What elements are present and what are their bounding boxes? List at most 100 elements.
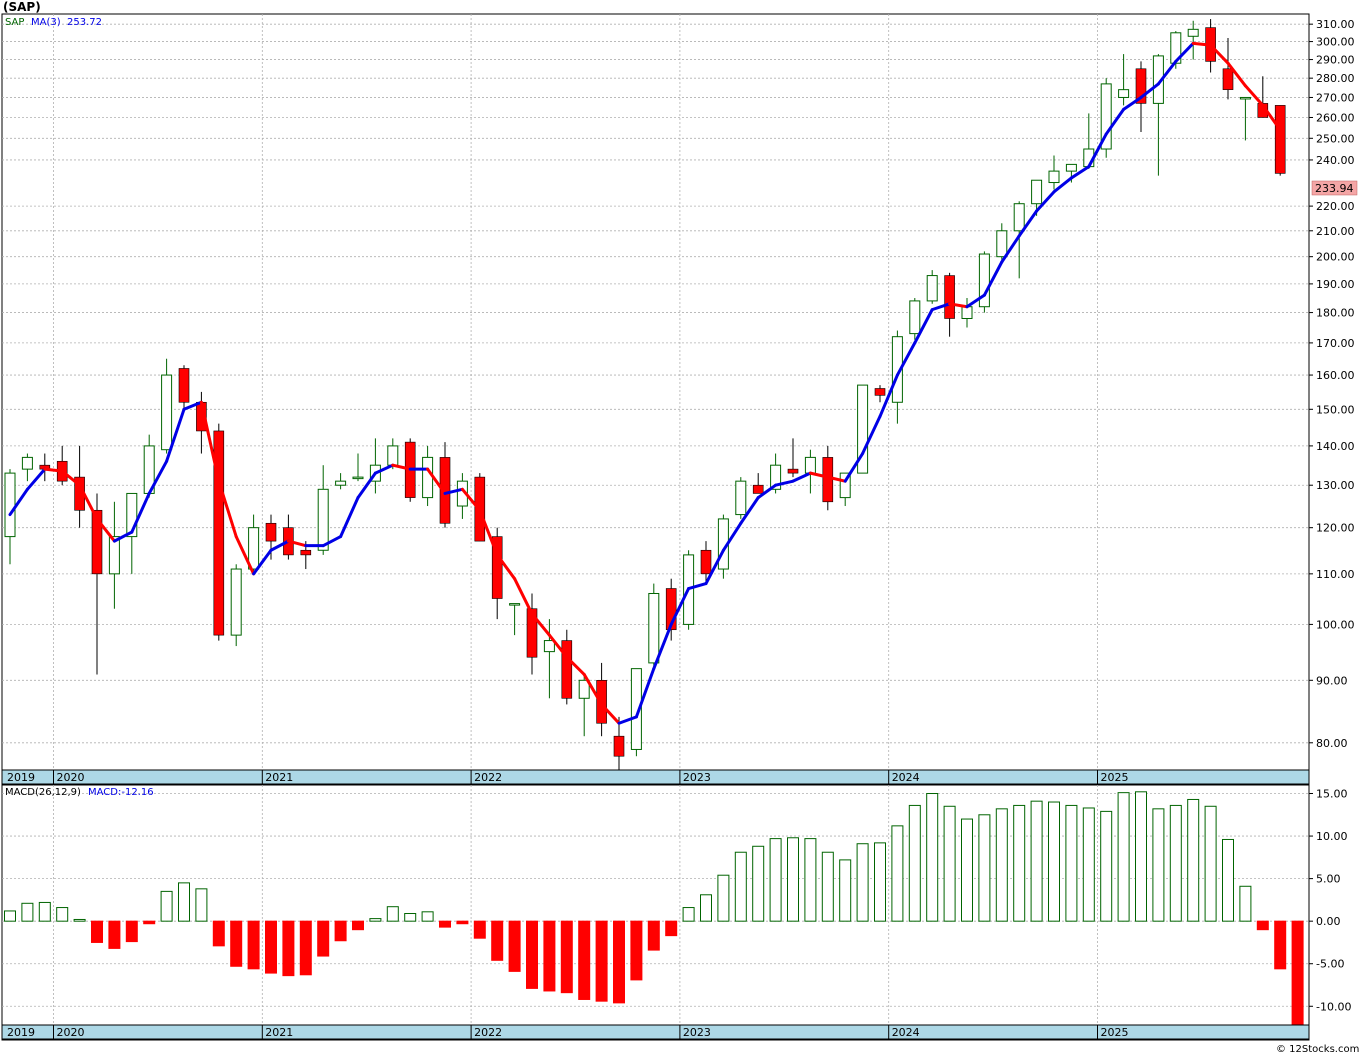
- candle: [926, 270, 938, 304]
- ma-segment: [25, 467, 47, 491]
- price-tick-label: 170.00: [1316, 337, 1355, 350]
- macd-bar: [1100, 810, 1113, 922]
- candle-body: [961, 306, 973, 319]
- candle: [1118, 54, 1130, 106]
- candle-body: [108, 536, 120, 575]
- candle: [526, 593, 538, 675]
- ma-segment: [861, 414, 882, 456]
- ma-segment: [634, 667, 656, 719]
- ma-segment: [217, 479, 238, 539]
- macd-bar: [473, 920, 486, 939]
- ma-segment: [1052, 176, 1073, 194]
- ma-segment: [391, 463, 412, 471]
- price-tick-label: 180.00: [1316, 307, 1355, 320]
- macd-bar: [91, 920, 103, 943]
- last-price-marker: 233.94: [1311, 180, 1358, 196]
- ma-segment: [565, 655, 586, 676]
- macd-year-labels: 2019 2020 2021 2022 2023 2024 2025: [7, 1025, 1129, 1039]
- macd-bar: [352, 920, 364, 931]
- macd-bar: [682, 907, 695, 922]
- macd-bar: [1135, 791, 1147, 922]
- macd-bar: [421, 911, 434, 922]
- candle: [335, 473, 347, 490]
- year-label: 2021: [265, 1026, 293, 1039]
- macd-bar: [1222, 838, 1234, 922]
- ma-segment: [808, 471, 830, 479]
- price-tick-label: 250.00: [1316, 132, 1355, 145]
- ma-segment: [617, 715, 638, 725]
- ma-segment: [495, 553, 517, 581]
- macd-bar: [56, 907, 69, 922]
- ma-segment: [582, 672, 604, 706]
- candle-body: [352, 476, 364, 480]
- macd-legend-label: MACD(26,12,9): [5, 787, 81, 798]
- candle-body: [787, 468, 799, 474]
- macd-legend-value: MACD:-12.16: [88, 787, 154, 798]
- ma-segment: [165, 407, 186, 463]
- year-label: 2022: [474, 1026, 502, 1039]
- candle: [787, 438, 799, 478]
- ma-segment: [356, 471, 377, 500]
- macd-bar: [700, 894, 712, 922]
- macd-bar: [1152, 808, 1165, 922]
- price-y-axis: 80.00 90.00 100.00 110.00 120.00 130.00 140.00…: [1309, 18, 1355, 750]
- ma-segment: [182, 400, 203, 411]
- candle-body: [613, 735, 625, 757]
- candle-body: [1031, 179, 1043, 205]
- macd-bar: [125, 920, 138, 943]
- ma-segment: [130, 491, 151, 534]
- ma-segment: [1104, 107, 1126, 136]
- candle: [735, 477, 747, 519]
- year-label: 2024: [892, 1026, 920, 1039]
- ma-segment: [1017, 209, 1039, 238]
- macd-bar: [1048, 801, 1060, 922]
- macd-tick-label: 0.00: [1316, 915, 1341, 928]
- price-tick-label: 80.00: [1316, 737, 1348, 750]
- candle-body: [578, 679, 590, 699]
- price-tick-label: 270.00: [1316, 91, 1355, 104]
- price-tick-label: 210.00: [1316, 225, 1355, 238]
- macd-bar: [961, 818, 973, 922]
- macd-bar: [404, 913, 417, 922]
- candle-body: [874, 388, 886, 396]
- ma-segment: [252, 548, 273, 576]
- ma-segment: [112, 530, 134, 543]
- candle-body: [178, 368, 190, 403]
- macd-bar: [734, 851, 747, 922]
- candle: [665, 578, 677, 641]
- ma-segment: [669, 587, 691, 626]
- macd-tick-label: 10.00: [1316, 830, 1348, 843]
- macd-bar: [630, 920, 643, 981]
- macd-bar: [508, 920, 521, 972]
- macd-bar: [108, 920, 121, 949]
- candle-body: [387, 445, 399, 466]
- candle-body: [526, 608, 538, 658]
- ma-segment: [948, 302, 969, 309]
- candle-body: [1239, 96, 1251, 100]
- ma-segment: [1226, 61, 1247, 88]
- candle-body: [944, 275, 955, 319]
- macd-bar: [21, 902, 34, 922]
- ma-segment: [95, 517, 116, 543]
- ma-segment: [774, 479, 795, 487]
- candle: [213, 423, 225, 641]
- price-tick-label: 290.00: [1316, 54, 1355, 67]
- candle: [1013, 201, 1025, 279]
- price-tick-label: 150.00: [1316, 403, 1355, 416]
- ma-segment: [930, 302, 952, 312]
- macd-bar: [926, 793, 939, 922]
- candle-body: [126, 492, 138, 538]
- macd-bar: [247, 920, 260, 970]
- macd-bar: [1117, 792, 1130, 922]
- macd-bar: [543, 920, 556, 992]
- price-date-axis-band: [1, 769, 1310, 785]
- ma-segment: [78, 483, 99, 521]
- candle-body: [491, 536, 503, 599]
- candle: [230, 564, 242, 647]
- price-tick-label: 240.00: [1316, 154, 1355, 167]
- candle: [909, 298, 921, 340]
- year-label: 2023: [683, 1026, 711, 1039]
- year-label: 2021: [265, 771, 293, 784]
- candle-body: [648, 592, 660, 664]
- candle-body: [1274, 105, 1286, 174]
